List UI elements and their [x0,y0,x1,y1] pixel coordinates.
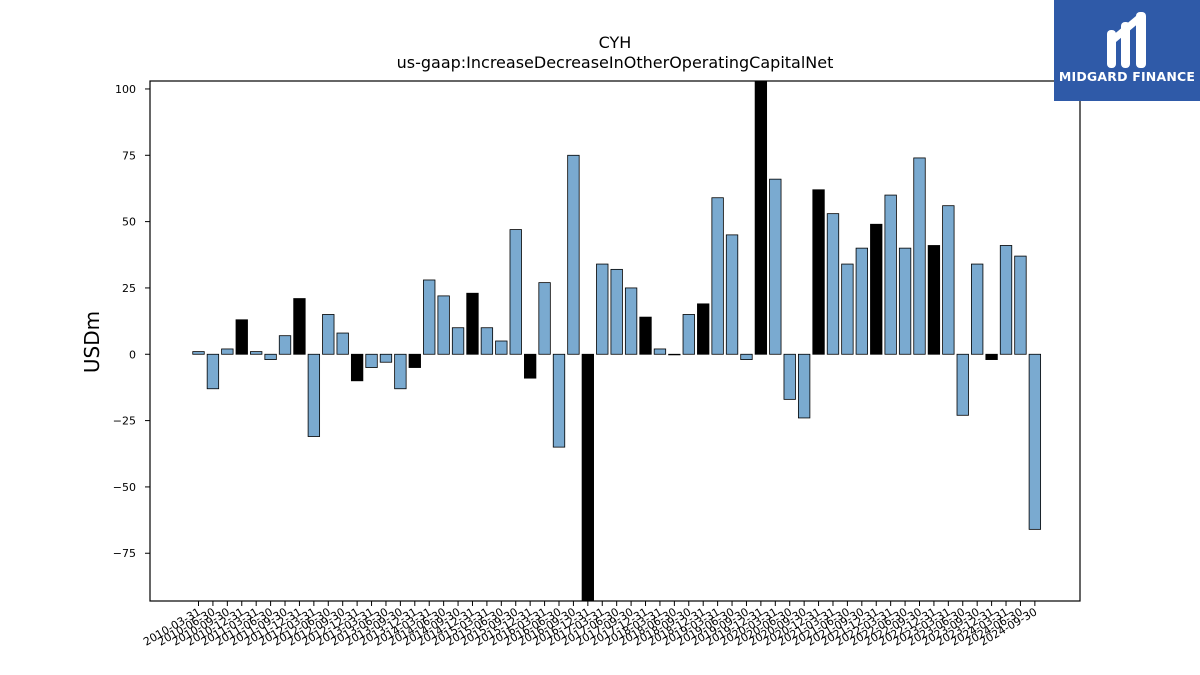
y-tick-label: 25 [122,282,136,295]
bar-2022-09-30 [913,157,926,355]
bar-2021-12-31 [870,223,883,355]
brand-logo: MIDGARD FINANCE [1054,0,1200,101]
bar-2020-03-31 [769,178,782,355]
bar-2021-09-30 [855,247,868,355]
y-tick-label: 75 [122,149,136,162]
bar-2010-03-31 [192,351,205,355]
bar-2016-09-30 [567,154,580,355]
x-ticks-group: 2010-03-312010-06-302010-09-302010-12-31… [141,601,1039,649]
chart-subtitle: us-gaap:IncreaseDecreaseInOtherOperating… [397,53,834,72]
bar-2021-03-31 [826,213,840,355]
bar-2022-06-30 [898,247,912,355]
bar-2010-09-30 [221,348,234,355]
bar-2013-03-31 [365,353,378,368]
y-tick-label: −25 [113,415,136,428]
bar-2013-06-30 [379,353,393,363]
bar-2020-06-30 [783,353,796,400]
bar-2017-03-31 [596,263,609,355]
bar-2023-03-31 [942,205,955,355]
chart-title: CYH [599,33,632,52]
bar-2016-06-30 [552,353,566,448]
y-axis-label: USDm [80,311,104,373]
bar-2020-12-31 [812,189,825,355]
bar-2017-12-31 [639,316,652,355]
bar-2020-09-30 [797,353,811,419]
bar-2023-12-31 [985,353,998,360]
bar-2024-09-30 [1028,353,1042,530]
bar-2015-09-30 [509,229,522,355]
y-tick-label: −75 [113,547,136,560]
bar-2011-06-30 [264,353,277,360]
brand-name: MIDGARD FINANCE [1058,69,1196,84]
bar-2012-09-30 [336,332,349,355]
bar-2014-09-30 [451,327,465,355]
bar-2018-09-30 [682,314,695,355]
y-tick-label: 50 [122,216,136,229]
bars-group [192,80,1042,602]
bar-2024-06-30 [1014,255,1027,355]
bar-2019-06-30 [725,234,739,355]
y-tick-label: 0 [129,348,136,361]
bar-2016-03-31 [538,282,551,355]
bar-2015-06-30 [495,340,508,355]
bar-2012-06-30 [322,314,335,355]
bar-2015-12-31 [524,353,537,379]
plot-area-frame [149,80,1081,602]
bar-2015-03-31 [480,327,494,355]
bar-2019-09-30 [740,353,753,360]
bar-2011-12-31 [293,298,306,355]
bar-2021-06-30 [841,263,854,355]
bar-2012-03-31 [307,353,321,437]
bar-2011-09-30 [278,335,292,355]
bar-2012-12-31 [350,353,364,382]
midgard-m-logo-icon [1054,0,1200,101]
bar-2010-06-30 [206,353,220,390]
bar-2017-06-30 [610,268,623,355]
bar-2023-09-30 [971,263,984,355]
bar-2013-12-31 [408,353,421,368]
y-tick-label: −50 [113,481,136,494]
bar-2023-06-30 [956,353,969,416]
bar-2013-09-30 [394,353,407,390]
bar-2019-03-31 [711,197,724,355]
bar-2014-12-31 [466,292,479,355]
y-ticks-group: −75 −50 −25 0 25 50 75 100 [113,83,150,560]
bar-2014-06-30 [437,295,450,355]
bar-2010-12-31 [235,319,248,355]
bar-2024-03-31 [999,245,1013,355]
bar-2014-03-31 [423,279,436,355]
bar-2022-12-31 [927,245,941,355]
bar-2011-03-31 [250,351,263,355]
bar-2018-12-31 [697,303,710,355]
bar-2017-09-30 [624,287,638,355]
bar-2019-12-31 [754,80,768,355]
bar-2022-03-31 [884,194,897,355]
bar-2018-03-31 [653,348,667,355]
bar-2018-06-30 [668,353,681,356]
y-tick-label: 100 [115,83,136,96]
bar-2016-12-31 [581,353,594,602]
